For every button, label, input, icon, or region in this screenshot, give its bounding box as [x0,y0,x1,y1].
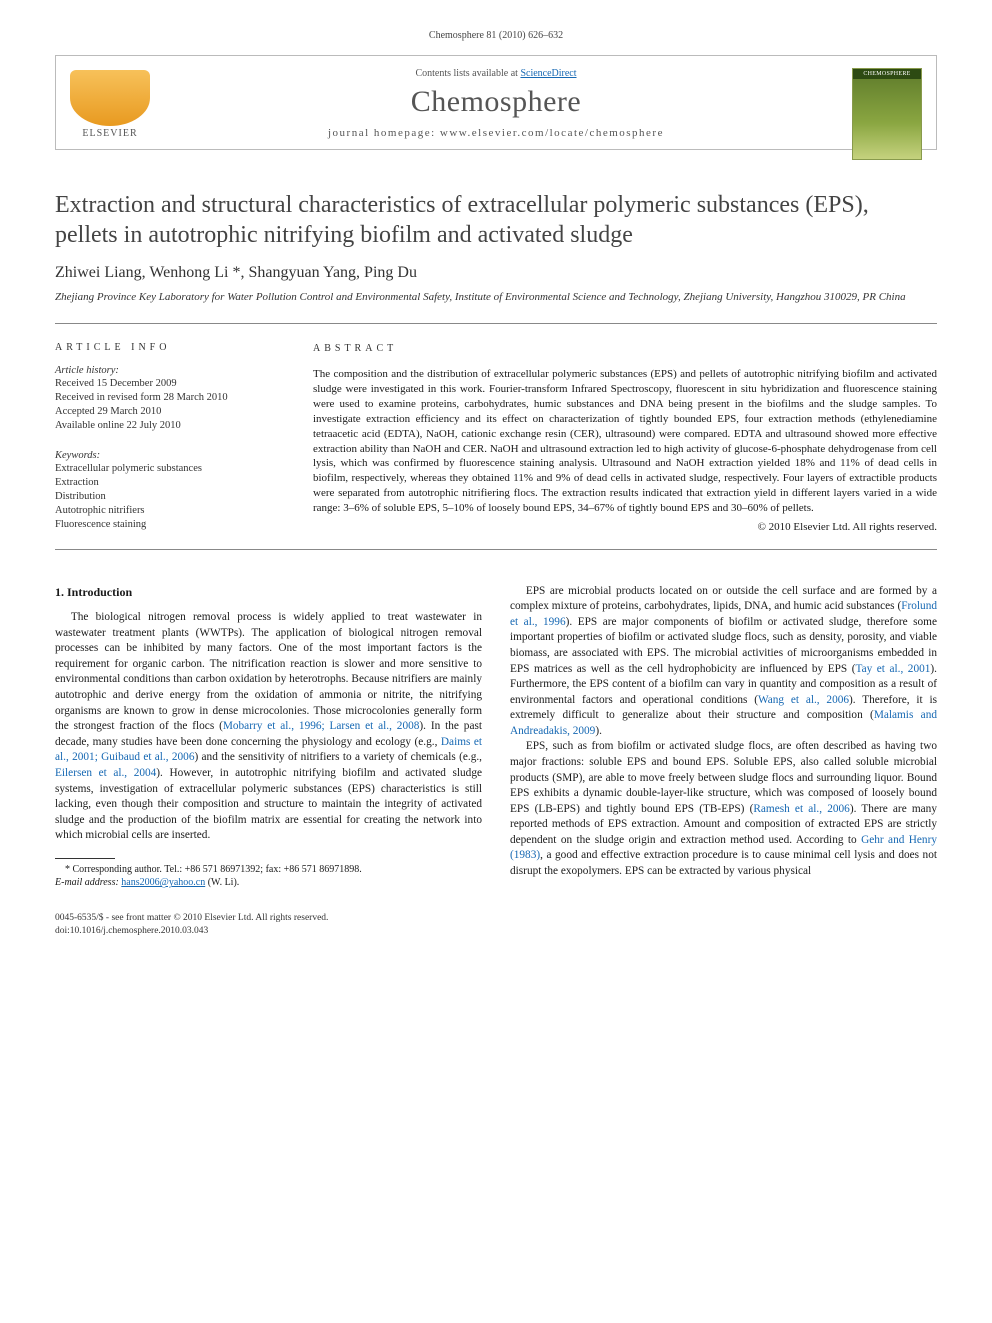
sciencedirect-link[interactable]: ScienceDirect [520,68,576,79]
article-info-header: article info [55,342,285,353]
paragraph: EPS, such as from biofilm or activated s… [510,739,937,879]
history-line: Received 15 December 2009 [55,377,285,391]
journal-cover-thumb: CHEMOSPHERE [852,68,922,160]
corr-line: * Corresponding author. Tel.: +86 571 86… [65,864,362,875]
text-run: ). [595,725,602,737]
section-heading: 1. Introduction [55,584,482,601]
footer-doi: doi:10.1016/j.chemosphere.2010.03.043 [55,925,937,938]
abstract: abstract The composition and the distrib… [313,342,937,535]
journal-header: ELSEVIER CHEMOSPHERE Contents lists avai… [55,55,937,150]
citation-link[interactable]: Mobarry et al., 1996; Larsen et al., 200… [223,720,420,732]
authors: Zhiwei Liang, Wenhong Li *, Shangyuan Ya… [55,264,937,282]
email-suffix: (W. Li). [205,877,239,888]
history-line: Accepted 29 March 2010 [55,405,285,419]
keyword: Extraction [55,476,285,490]
email-link[interactable]: hans2006@yahoo.cn [121,877,205,888]
article-body: 1. Introduction The biological nitrogen … [55,584,937,890]
history-header: Article history: [55,365,285,376]
abstract-text: The composition and the distribution of … [313,367,937,515]
text-run: , a good and effective extraction proced… [510,849,937,877]
email-label: E-mail address: [55,877,119,888]
homepage-prefix: journal homepage: [328,127,440,139]
text-run: ) and the sensitivity of nitrifiers to a… [194,751,482,763]
contents-prefix: Contents lists available at [415,68,520,79]
contents-line: Contents lists available at ScienceDirec… [196,68,796,79]
history-line: Received in revised form 28 March 2010 [55,391,285,405]
footnote-separator [55,858,115,859]
keyword: Distribution [55,490,285,504]
citation-link[interactable]: Ramesh et al., 2006 [753,803,849,815]
article-info: article info Article history: Received 1… [55,342,285,535]
paragraph: The biological nitrogen removal process … [55,610,482,844]
article-title: Extraction and structural characteristic… [55,190,937,250]
journal-homepage: journal homepage: www.elsevier.com/locat… [196,127,796,139]
keyword: Autotrophic nitrifiers [55,504,285,518]
homepage-url: www.elsevier.com/locate/chemosphere [440,127,664,139]
keyword: Fluorescence staining [55,518,285,532]
article-meta-row: article info Article history: Received 1… [55,323,937,550]
elsevier-tree-icon [70,70,150,126]
running-head: Chemosphere 81 (2010) 626–632 [55,30,937,41]
citation-link[interactable]: Tay et al., 2001 [855,663,930,675]
citation-link[interactable]: Eilersen et al., 2004 [55,767,156,779]
journal-name: Chemosphere [196,85,796,119]
keywords-header: Keywords: [55,450,285,461]
page-footer: 0045-6535/$ - see front matter © 2010 El… [55,912,937,938]
abstract-header: abstract [313,342,937,356]
abstract-copyright: © 2010 Elsevier Ltd. All rights reserved… [313,520,937,535]
text-run: The biological nitrogen removal process … [55,611,482,732]
history-line: Available online 22 July 2010 [55,419,285,433]
corresponding-author: * Corresponding author. Tel.: +86 571 86… [55,863,482,890]
paragraph: EPS are microbial products located on or… [510,584,937,740]
citation-link[interactable]: Wang et al., 2006 [758,694,849,706]
text-run: EPS are microbial products located on or… [510,585,937,613]
affiliation: Zhejiang Province Key Laboratory for Wat… [55,290,937,305]
publisher-brand: ELSEVIER [70,128,150,139]
cover-title: CHEMOSPHERE [853,69,921,79]
footer-line: 0045-6535/$ - see front matter © 2010 El… [55,912,937,925]
publisher-logo: ELSEVIER [70,70,150,150]
keyword: Extracellular polymeric substances [55,462,285,476]
